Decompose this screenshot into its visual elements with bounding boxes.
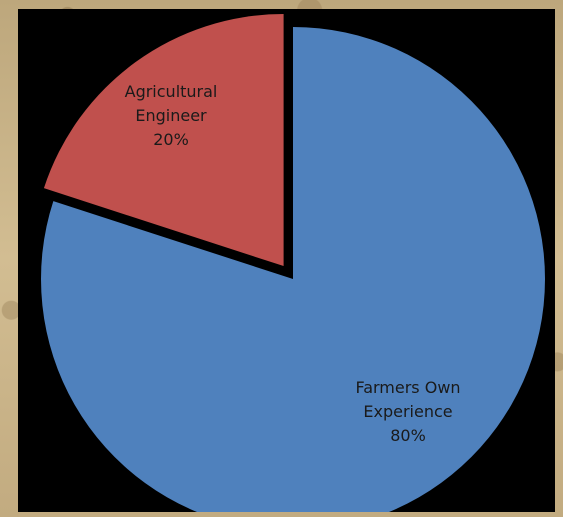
slice-label-farmers-own-experience: Farmers Own Experience 80% [355, 378, 460, 445]
slice-label-agricultural-engineer: Agricultural Engineer 20% [125, 82, 218, 149]
pie-slice-agricultural-engineer [43, 14, 284, 267]
pie-slice-farmers-own-experience [41, 27, 546, 512]
chart-panel: Agricultural Engineer 20% Farmers Own Experi… [18, 9, 555, 512]
pie-chart: Agricultural Engineer 20% Farmers Own Experi… [41, 14, 546, 512]
